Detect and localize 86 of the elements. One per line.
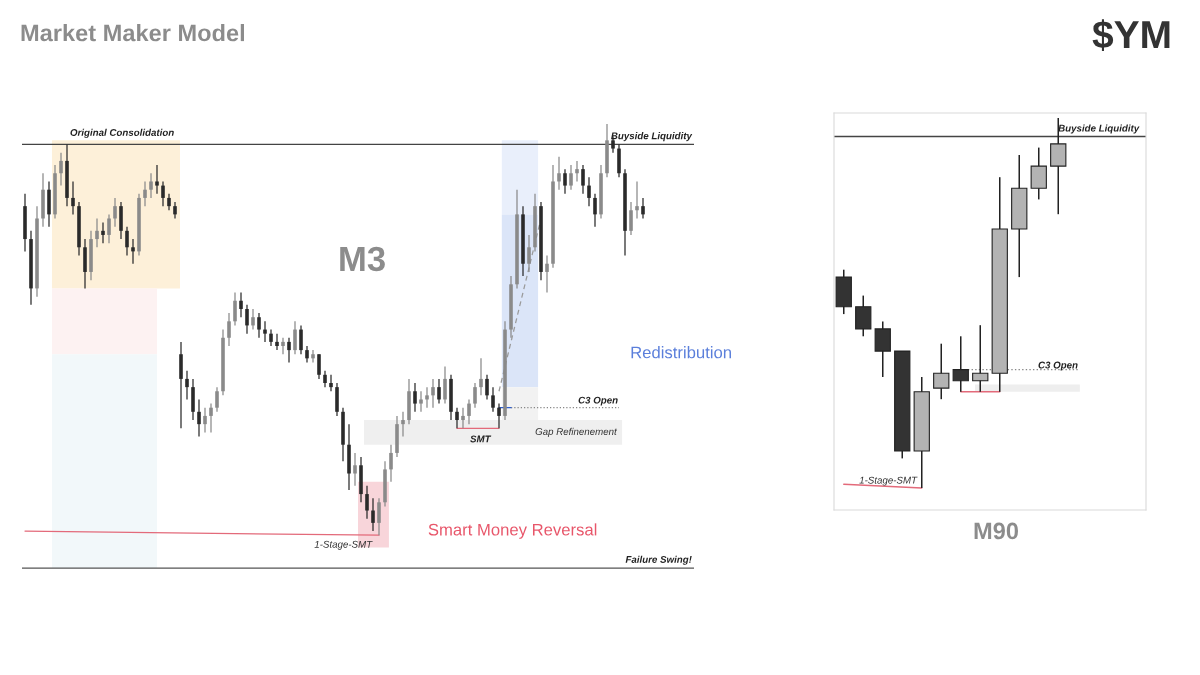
text: $YM (1092, 19, 1170, 51)
band-label: Gap Refinenement (535, 427, 618, 437)
candlestick (629, 201, 633, 236)
candlestick (149, 172, 153, 199)
candlestick (317, 353, 321, 380)
candlestick (497, 402, 501, 429)
band-label: Original Consolidation (70, 128, 174, 138)
candlestick (425, 386, 429, 409)
candlestick (593, 193, 597, 228)
candlestick (101, 221, 105, 244)
candlestick (365, 485, 369, 520)
candlestick (131, 238, 135, 265)
candlestick (251, 308, 255, 331)
candlestick (545, 254, 549, 294)
candlestick (461, 407, 465, 429)
chart-title: Market Maker Model (21, 24, 245, 42)
candlestick (143, 180, 147, 207)
candlestick (563, 168, 567, 195)
candlestick (467, 398, 471, 425)
annotation: C3 Open (578, 396, 618, 406)
candlestick (557, 156, 561, 191)
ref-line-label: Buyside Liquidity (1058, 124, 1140, 134)
annotation: Redistribution (631, 346, 731, 359)
candlestick (197, 398, 201, 438)
candlestick (107, 213, 111, 244)
candlestick (239, 291, 243, 318)
candlestick (479, 357, 483, 396)
candlestick (287, 337, 291, 364)
candlestick (203, 407, 207, 434)
candlestick (353, 452, 357, 487)
candlestick (281, 337, 285, 355)
candlestick (59, 152, 63, 187)
candlestick (575, 160, 579, 183)
candlestick (1030, 146, 1047, 201)
candlestick (329, 374, 333, 392)
candlestick (95, 217, 99, 248)
candlestick (641, 197, 645, 220)
candlestick (443, 365, 447, 405)
candlestick (401, 411, 405, 438)
annotation: SMT (470, 435, 492, 443)
candlestick (972, 324, 989, 393)
candlestick (185, 370, 189, 401)
candlestick (635, 180, 639, 220)
candlestick (587, 176, 591, 207)
candlestick (215, 386, 219, 413)
candlestick (125, 226, 129, 257)
candlestick (491, 386, 495, 413)
text: 1-Stage-SMT (314, 540, 373, 550)
candlestick (311, 349, 315, 364)
candlestick (113, 197, 117, 228)
candlestick (431, 378, 435, 409)
candlestick (437, 378, 441, 405)
candlestick (874, 320, 891, 378)
candlestick (233, 291, 237, 327)
candlestick (209, 402, 213, 434)
candlestick (473, 382, 477, 409)
candlestick (293, 320, 297, 355)
candlestick (933, 342, 950, 400)
candlestick (581, 164, 585, 195)
ref-line-label: Buyside Liquidity (611, 132, 693, 142)
band-label: Smart Money Reversal (428, 523, 597, 539)
candlestick (155, 164, 159, 195)
text: M90 (974, 522, 1018, 540)
ref-line-label: Failure Swing! (625, 555, 692, 565)
candlestick (263, 320, 267, 343)
annotation: C3 Open (1038, 361, 1078, 371)
annotation: 1-Stage-SMT (859, 476, 918, 486)
candlestick (419, 390, 423, 413)
candlestick (455, 407, 459, 429)
candlestick (245, 304, 249, 335)
candlestick (569, 164, 573, 191)
candlestick (377, 497, 381, 536)
candlestick (371, 497, 375, 532)
annotation: M3 (340, 246, 385, 272)
candlestick (952, 335, 969, 393)
candlestick (527, 234, 531, 273)
candlestick (485, 374, 489, 401)
candlestick (227, 312, 231, 347)
candlestick (275, 333, 279, 351)
candlestick (71, 180, 75, 216)
candlestick (299, 324, 303, 355)
candlestick (389, 444, 393, 483)
candlestick (855, 294, 872, 338)
candlestick (413, 382, 417, 413)
candlestick (257, 312, 261, 339)
candlestick (161, 180, 165, 207)
